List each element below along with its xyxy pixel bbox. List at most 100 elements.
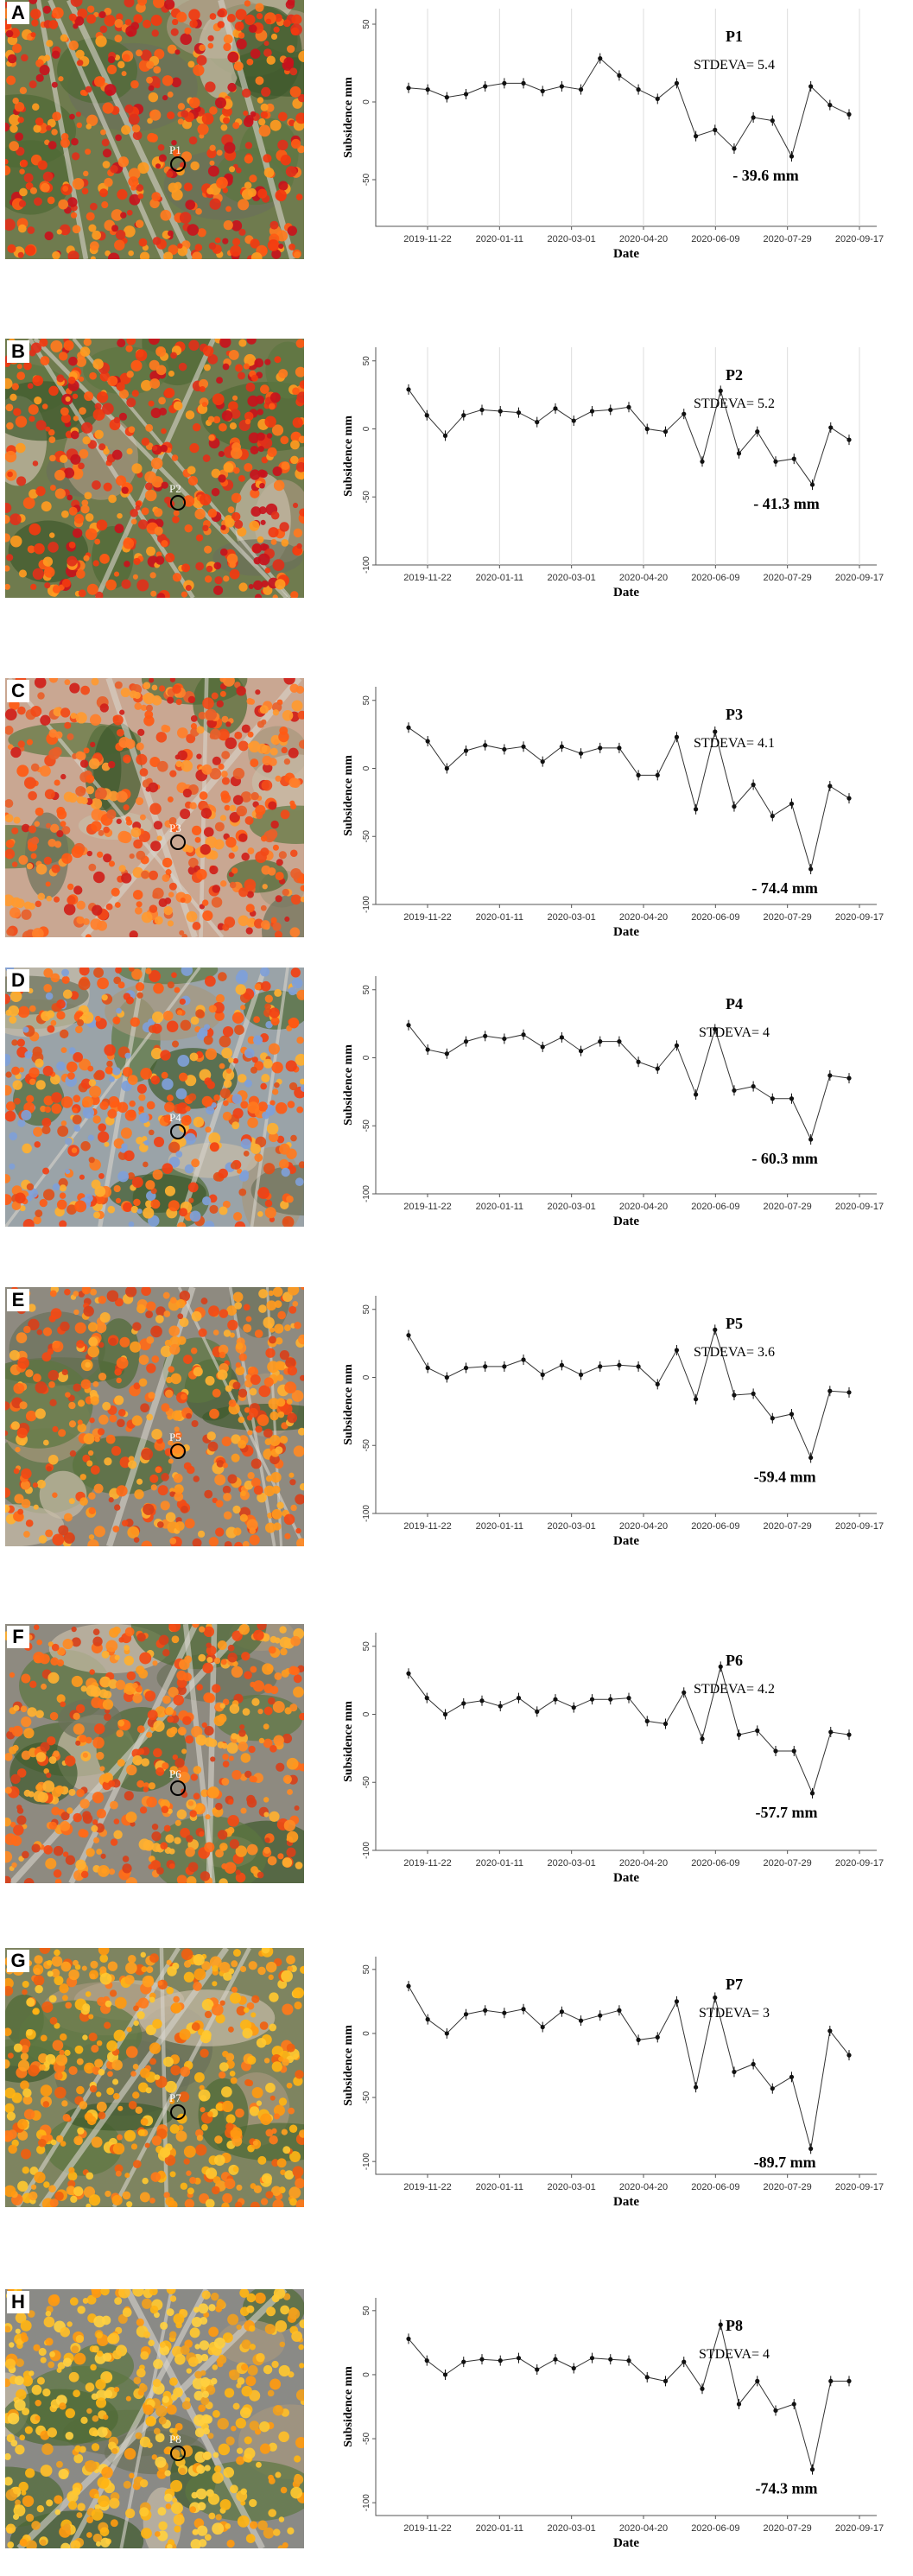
data-point bbox=[755, 1728, 760, 1733]
data-point bbox=[732, 146, 737, 151]
x-tick-label: 2020-03-01 bbox=[548, 2182, 596, 2192]
x-tick-label: 2019-11-22 bbox=[403, 234, 451, 244]
x-axis-label: Date bbox=[613, 247, 639, 261]
x-tick-label: 2020-04-20 bbox=[619, 1202, 668, 1212]
axes-frame bbox=[375, 347, 877, 566]
data-point bbox=[694, 807, 699, 812]
data-point bbox=[425, 1047, 430, 1052]
data-point bbox=[598, 2013, 603, 2018]
data-point bbox=[571, 418, 576, 423]
y-tick-label: 50 bbox=[362, 2306, 371, 2316]
data-point bbox=[732, 2069, 737, 2075]
data-point bbox=[827, 103, 833, 108]
stdev-label: STDEVA= 3.6 bbox=[694, 1345, 775, 1360]
min-subsidence-label: -74.3 mm bbox=[756, 2480, 818, 2497]
chart-title: P3 bbox=[726, 706, 743, 723]
x-tick-label: 2020-07-29 bbox=[764, 234, 812, 244]
data-point bbox=[444, 1051, 449, 1056]
data-point bbox=[479, 407, 485, 413]
data-point bbox=[770, 1416, 775, 1421]
data-point bbox=[589, 2356, 595, 2361]
panel-c: C P3 2019-11-22 2020-01-11 2020-03-01 2020-04… bbox=[0, 678, 913, 939]
data-point bbox=[424, 413, 429, 418]
point-marker-circle bbox=[170, 1124, 186, 1139]
series-line bbox=[408, 1025, 850, 1141]
series-line bbox=[408, 726, 850, 872]
data-point bbox=[626, 404, 631, 409]
data-point bbox=[751, 1391, 756, 1396]
data-point bbox=[636, 772, 641, 777]
data-point bbox=[751, 1083, 756, 1089]
data-point bbox=[732, 1088, 737, 1093]
x-tick-label: 2020-09-17 bbox=[835, 573, 884, 583]
data-point bbox=[713, 127, 718, 132]
data-point bbox=[540, 759, 545, 765]
data-point bbox=[713, 1327, 718, 1332]
map-image: P5 bbox=[5, 1287, 304, 1546]
x-tick-label: 2020-07-29 bbox=[764, 2182, 812, 2192]
map-image: P6 bbox=[5, 1624, 304, 1883]
data-point bbox=[846, 1075, 852, 1081]
x-tick-label: 2020-03-01 bbox=[548, 1858, 596, 1869]
point-marker-label: P6 bbox=[169, 1767, 181, 1780]
x-tick-label: 2020-06-09 bbox=[691, 234, 739, 244]
y-tick-label: 0 bbox=[362, 99, 371, 105]
y-axis-label: Subsidence mm bbox=[342, 77, 355, 158]
data-point bbox=[521, 744, 526, 749]
data-point bbox=[736, 451, 742, 456]
data-point bbox=[608, 407, 613, 413]
data-point bbox=[608, 1697, 613, 1702]
min-subsidence-label: - 39.6 mm bbox=[732, 167, 798, 184]
data-point bbox=[463, 748, 469, 753]
data-point bbox=[718, 2322, 723, 2327]
data-point bbox=[461, 1701, 466, 1706]
data-point bbox=[578, 87, 584, 92]
x-tick-label: 2020-06-09 bbox=[691, 2182, 739, 2192]
chart-svg: 2019-11-22 2020-01-11 2020-03-01 2020-04-20… bbox=[342, 1296, 884, 1548]
data-point bbox=[617, 73, 622, 78]
panel-e: E P5 2019-11-22 2020-01-11 2020-03-01 2020-04… bbox=[0, 1287, 913, 1548]
data-point bbox=[700, 459, 705, 464]
data-point bbox=[663, 2378, 669, 2383]
data-point bbox=[502, 80, 507, 86]
x-tick-label: 2020-03-01 bbox=[548, 573, 596, 583]
x-axis-label: Date bbox=[613, 1215, 639, 1228]
data-point bbox=[674, 734, 680, 739]
x-tick-label: 2020-01-11 bbox=[476, 573, 523, 583]
data-point bbox=[751, 2061, 756, 2067]
data-point bbox=[791, 2402, 796, 2407]
data-point bbox=[655, 772, 660, 777]
data-point bbox=[589, 409, 595, 414]
data-point bbox=[571, 2365, 576, 2371]
data-point bbox=[598, 56, 603, 61]
panel-letter: H bbox=[7, 2291, 29, 2313]
axes-frame bbox=[375, 9, 877, 227]
data-point bbox=[770, 1096, 775, 1101]
data-point bbox=[540, 1372, 545, 1377]
data-point bbox=[636, 1364, 641, 1369]
chart-svg: 2019-11-22 2020-01-11 2020-03-01 2020-04-20… bbox=[342, 976, 884, 1228]
chart-title: P1 bbox=[726, 28, 743, 45]
data-point bbox=[502, 1036, 507, 1042]
map-image: P8 bbox=[5, 2289, 304, 2548]
data-point bbox=[483, 1364, 488, 1369]
y-axis-label: Subsidence mm bbox=[342, 755, 355, 836]
satellite-map: C P3 bbox=[5, 678, 304, 937]
data-point bbox=[521, 2007, 526, 2012]
data-point bbox=[846, 796, 852, 801]
stdev-label: STDEVA= 4.1 bbox=[694, 736, 775, 751]
x-tick-label: 2020-04-20 bbox=[619, 1521, 668, 1532]
data-point bbox=[644, 426, 650, 432]
point-marker-label: P2 bbox=[169, 482, 181, 495]
data-point bbox=[682, 2359, 687, 2364]
point-marker-circle bbox=[170, 156, 186, 172]
series-line bbox=[408, 1665, 850, 1795]
chart-svg: 2019-11-22 2020-01-11 2020-03-01 2020-04-20… bbox=[342, 687, 884, 939]
data-point bbox=[770, 2086, 775, 2091]
x-tick-label: 2019-11-22 bbox=[403, 573, 451, 583]
data-point bbox=[483, 84, 488, 89]
point-marker-circle bbox=[170, 2104, 186, 2120]
point-marker-label: P3 bbox=[169, 822, 181, 834]
panel-letter: B bbox=[7, 340, 29, 363]
chart-title: P8 bbox=[726, 2317, 743, 2334]
